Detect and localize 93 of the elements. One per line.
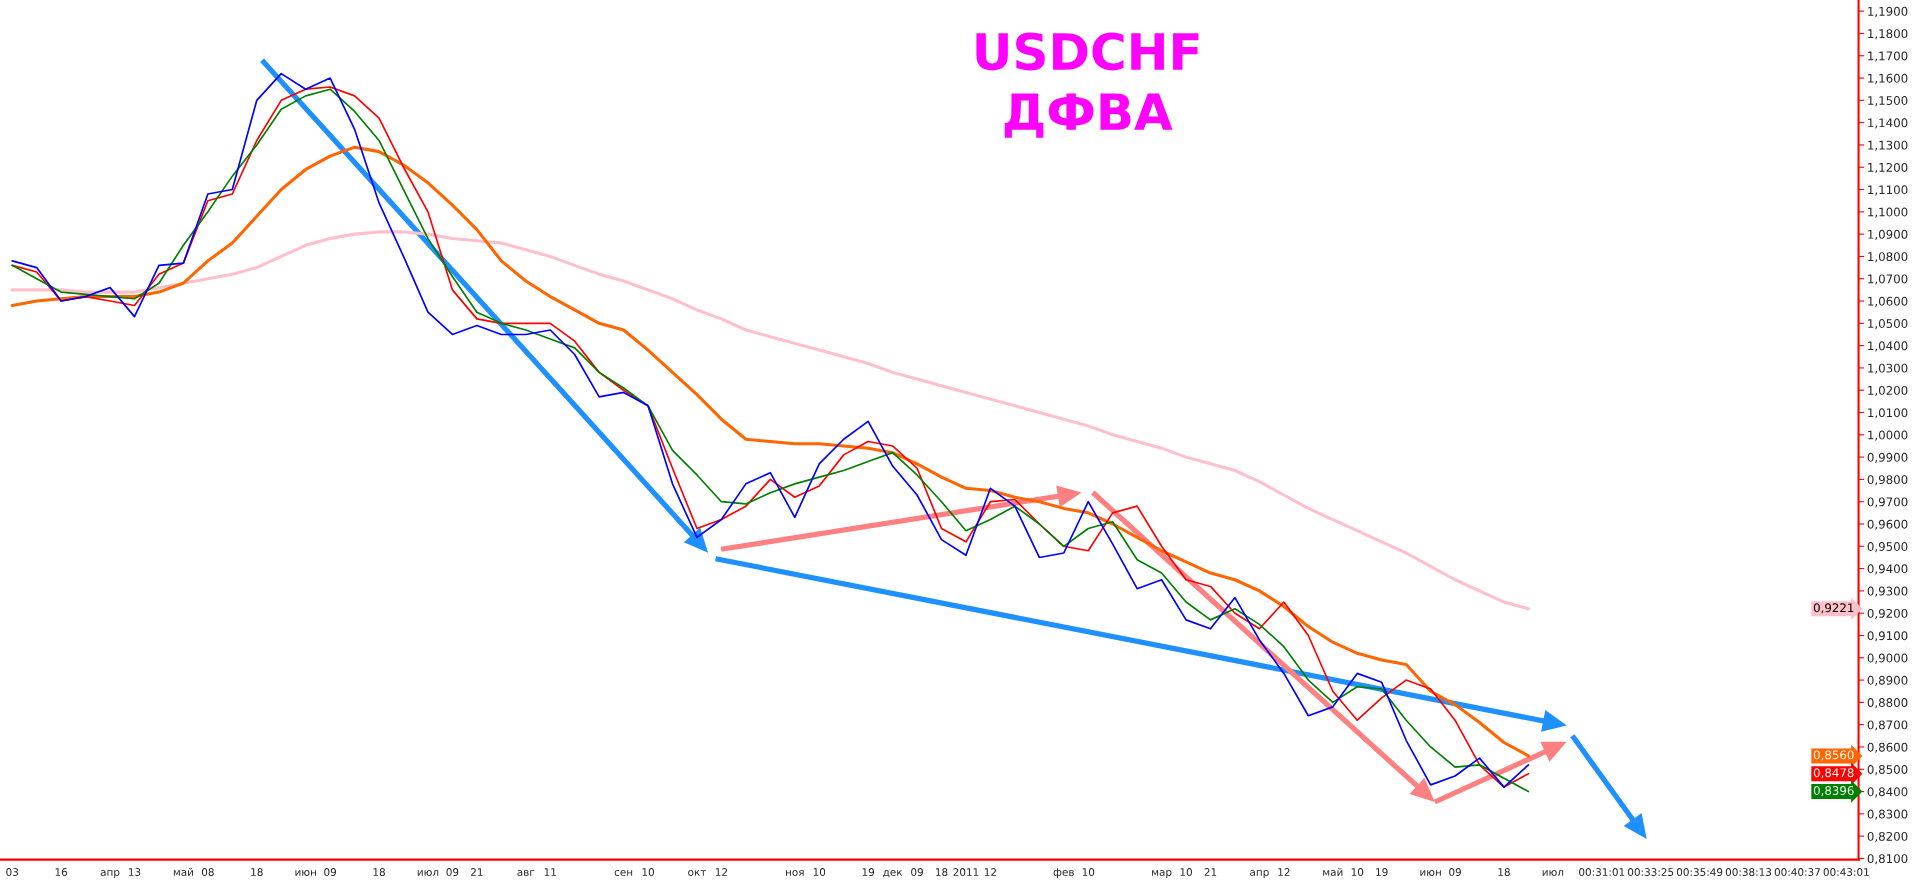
- y-tick-label: 0,8300: [1867, 809, 1908, 820]
- y-tick-label: 0,9300: [1867, 586, 1908, 597]
- x-tick-label: 12: [984, 868, 996, 876]
- x-tick-label: апр: [1250, 870, 1269, 878]
- y-tick-label: 0,8100: [1867, 854, 1908, 865]
- x-tick-label: 21: [471, 868, 483, 876]
- x-tick-label: 18: [373, 868, 385, 876]
- x-tick-label: сен: [614, 870, 633, 876]
- x-tick-label: май: [173, 867, 193, 876]
- y-tick-label: 1,0100: [1868, 408, 1908, 419]
- annotation: 0,9221: [1813, 603, 1854, 614]
- x-tick-label: 13: [129, 868, 141, 876]
- y-tick-label: 0,9900: [1867, 452, 1908, 463]
- y-tick-label: 1,1900: [1868, 6, 1908, 18]
- y-tick-label: 0,8400: [1867, 787, 1908, 798]
- x-tick-label: 2011: [953, 868, 979, 876]
- y-tick-label: 1,0000: [1868, 430, 1908, 441]
- y-tick-label: 1,1800: [1868, 29, 1908, 40]
- annotation: 0,8396: [1813, 786, 1854, 797]
- y-tick-label: 1,0900: [1868, 229, 1908, 240]
- y-tick-label: 0,9700: [1867, 497, 1908, 508]
- y-tick-label: 1,0700: [1868, 274, 1908, 285]
- x-tick-label: 18: [936, 868, 948, 876]
- y-tick-label: 1,0800: [1868, 252, 1908, 263]
- x-tick-label: 10: [1082, 868, 1095, 876]
- x-tick-label: 18: [1498, 868, 1510, 876]
- x-tick-label: 16: [55, 868, 68, 876]
- y-tick-label: 0,8800: [1867, 698, 1908, 709]
- y-tick-label: 0,8200: [1867, 831, 1908, 843]
- x-tick-label: апр: [100, 870, 120, 878]
- x-tick-label: мар: [1152, 870, 1172, 878]
- y-tick-label: 0,9500: [1867, 542, 1908, 553]
- x-tick-label: дек: [883, 870, 903, 878]
- y-tick-label: 1,0500: [1868, 319, 1908, 330]
- y-tick-label: 0,8700: [1867, 720, 1908, 731]
- y-tick-label: 1,0200: [1868, 385, 1908, 397]
- y-tick-label: 1,1300: [1868, 140, 1908, 151]
- y-tick-label: 1,1400: [1868, 118, 1908, 129]
- y-tick-label: 0,9100: [1867, 631, 1908, 642]
- x-tick-label: 00:38:13: [1725, 868, 1772, 876]
- y-tick-label: 1,1100: [1868, 185, 1908, 196]
- x-tick-label: 19: [1376, 868, 1388, 876]
- y-tick-label: 0,9400: [1867, 564, 1908, 575]
- x-tick-label: 08: [201, 868, 214, 876]
- text: USDCHF: [976, 32, 1199, 71]
- x-tick-label: 12: [715, 868, 727, 876]
- y-tick-label: 0,8900: [1867, 675, 1908, 686]
- x-tick-label: 10: [1351, 868, 1364, 876]
- annotation: 0,8560: [1813, 750, 1854, 761]
- x-tick-label: 09: [446, 868, 459, 876]
- x-tick-label: 10: [642, 868, 654, 876]
- x-tick-label: июл: [417, 870, 439, 876]
- x-tick-label: фев: [1053, 868, 1074, 878]
- x-tick-label: июн: [1420, 870, 1441, 876]
- y-tick-label: 0,9800: [1867, 475, 1908, 486]
- line-series: [10, 230, 1530, 611]
- y-tick-label: 0,8600: [1867, 742, 1908, 753]
- y-tick-label: 0,8500: [1867, 765, 1908, 776]
- y-tick-label: 1,1700: [1868, 51, 1908, 62]
- x-tick-label: 11: [544, 868, 556, 876]
- x-tick-label: 03: [6, 868, 19, 876]
- x-tick-label: ноя: [786, 870, 804, 876]
- y-tick-label: 1,0600: [1868, 296, 1908, 307]
- x-tick-label: 00:35:49: [1676, 868, 1723, 876]
- x-tick-label: 00:33:25: [1627, 868, 1674, 876]
- y-tick-label: 1,1500: [1868, 96, 1908, 107]
- x-tick-label: 10: [1180, 868, 1192, 876]
- x-tick-label: 09: [324, 868, 337, 876]
- x-tick-label: авг: [517, 870, 535, 876]
- y-tick-label: 1,1200: [1868, 162, 1908, 174]
- y-tick-label: 1,1000: [1868, 207, 1908, 218]
- y-tick-label: 0,9200: [1867, 608, 1908, 620]
- x-tick-label: 00:43:01: [1823, 868, 1869, 876]
- x-tick-label: май: [1323, 867, 1343, 876]
- annotation: 0,8478: [1813, 768, 1854, 779]
- x-tick-label: 21: [1204, 868, 1217, 876]
- x-tick-label: окт: [688, 870, 707, 876]
- y-tick-label: 1,0300: [1868, 363, 1908, 374]
- y-tick-label: 0,9000: [1867, 653, 1908, 664]
- x-tick-label: 18: [251, 868, 263, 876]
- y-tick-label: 0,9600: [1867, 519, 1908, 530]
- text: ДФВА: [1004, 93, 1173, 138]
- y-tick-label: 1,1600: [1868, 73, 1908, 84]
- y-tick-label: 1,0400: [1868, 341, 1908, 352]
- x-tick-label: 19: [862, 868, 875, 876]
- x-tick-label: 09: [1449, 868, 1461, 876]
- x-tick-label: 09: [911, 868, 923, 876]
- x-tick-label: 00:40:37: [1774, 868, 1820, 876]
- x-tick-label: 10: [813, 868, 826, 876]
- x-tick-label: июл: [1542, 870, 1564, 876]
- x-tick-label: 12: [1278, 868, 1290, 876]
- x-tick-label: июн: [295, 870, 316, 876]
- x-tick-label: 00:31:01: [1579, 868, 1625, 876]
